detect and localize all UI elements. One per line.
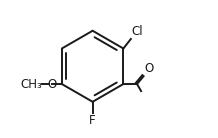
Text: Cl: Cl	[132, 25, 143, 38]
Text: F: F	[89, 114, 96, 127]
Text: O: O	[47, 78, 56, 91]
Text: O: O	[144, 62, 153, 75]
Text: CH₃: CH₃	[20, 78, 42, 91]
